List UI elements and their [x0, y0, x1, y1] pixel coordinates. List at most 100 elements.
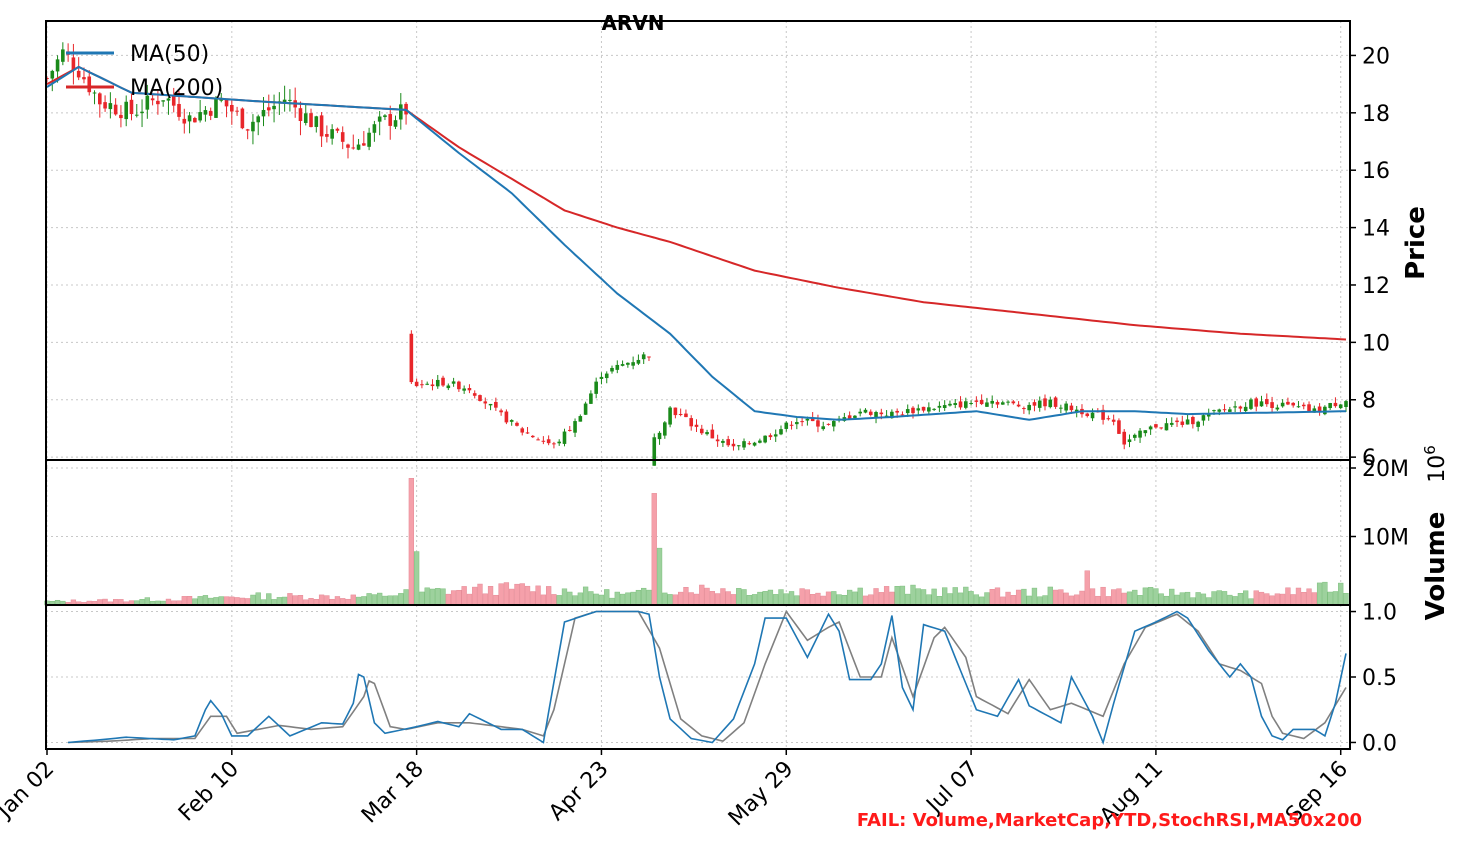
candle-body [874, 412, 878, 418]
candle-body [314, 116, 319, 127]
volume-bar [751, 594, 758, 606]
volume-bar [1184, 591, 1191, 606]
candle-body [1175, 420, 1179, 423]
volume-bar [181, 596, 187, 606]
volume-bar [746, 595, 752, 606]
candle-body [451, 381, 456, 384]
candle-body [657, 432, 662, 440]
volume-bar [440, 588, 446, 606]
price-tick-label: 14 [1362, 217, 1390, 242]
volume-bar [371, 594, 378, 606]
volume-bar [720, 588, 726, 606]
candle-body [800, 421, 804, 423]
volume-bar [672, 594, 679, 606]
candle-body [853, 415, 857, 418]
candle-body [509, 420, 514, 422]
candle-body [958, 401, 963, 408]
candle-body [1148, 426, 1153, 430]
candle-body [546, 439, 551, 444]
volume-bar [762, 591, 768, 606]
candle-body [805, 418, 810, 421]
price-tick-label: 20 [1362, 44, 1390, 69]
candle-body [1249, 399, 1253, 409]
volume-bar [1079, 590, 1085, 606]
candle-body [1296, 406, 1301, 408]
ma50-line [46, 65, 1347, 421]
volume-bar [202, 595, 209, 606]
candle-body [847, 415, 852, 419]
volume-bar [947, 593, 953, 606]
candle-body [1233, 406, 1237, 408]
candle-body [420, 384, 424, 386]
candle-body [166, 98, 171, 101]
volume-bar [429, 588, 436, 606]
candle-body [483, 401, 488, 404]
candle-body [1191, 416, 1195, 425]
volume-bar [1084, 570, 1090, 606]
candle-body [330, 129, 334, 139]
volume-bar [324, 595, 330, 606]
volume-bar [1137, 595, 1143, 606]
volume-bar [419, 591, 425, 606]
candle-body [726, 439, 730, 446]
candle-body [446, 385, 451, 389]
candle-body [979, 399, 984, 405]
volume-bar [788, 591, 795, 606]
candle-body [208, 110, 213, 116]
candle-body [831, 421, 836, 427]
date-tick-label: Jan 02 [0, 757, 59, 825]
candle-body [156, 100, 160, 105]
volume-bar [577, 592, 583, 606]
candle-body [1323, 406, 1327, 415]
volume-grid [46, 460, 1350, 605]
candle-body [467, 387, 472, 391]
candle-body [699, 428, 704, 434]
stochrsi-tick-label: 0.0 [1362, 731, 1397, 756]
candle-body [884, 415, 889, 417]
chart-title: ARVN [601, 11, 664, 35]
volume-bar [841, 594, 848, 606]
candle-body [779, 429, 783, 435]
volume-bar [783, 593, 789, 606]
volume-bar [1169, 588, 1175, 606]
volume-panel: 10M 20M Volume 106 [44, 445, 1451, 620]
candle-body [673, 407, 678, 416]
candle-body [383, 115, 387, 118]
candle-body [266, 107, 271, 111]
candle-body [87, 76, 92, 93]
candle-body [1037, 400, 1042, 408]
volume-bar [572, 595, 578, 606]
volume-bar [1052, 589, 1059, 606]
volume-bar [862, 595, 869, 606]
volume-bar [334, 596, 341, 606]
volume-bar [915, 588, 921, 606]
volume-bar [1010, 595, 1016, 606]
volume-bar [1021, 588, 1027, 606]
candle-body [462, 388, 466, 391]
volume-bar [287, 593, 293, 606]
candle-body [409, 333, 414, 383]
candle-body [288, 99, 292, 101]
candle-body [689, 418, 694, 427]
candle-body [731, 443, 736, 447]
volume-bar [910, 584, 916, 606]
volume-bar [229, 596, 235, 606]
volume-bar [223, 596, 230, 606]
volume-bar [1206, 597, 1212, 606]
candle-body [177, 103, 181, 117]
candle-body [604, 373, 609, 379]
volume-bar [614, 591, 620, 606]
candle-body [282, 99, 287, 104]
volume-bar [1068, 595, 1075, 606]
candle-body [388, 114, 393, 126]
volume-bar [678, 591, 684, 606]
volume-bar [1037, 596, 1043, 606]
volume-bar [239, 597, 246, 606]
candle-body [747, 443, 752, 445]
volume-bar [767, 589, 774, 606]
candle-body [346, 144, 350, 148]
volume-bar [450, 590, 457, 606]
volume-bar [297, 595, 304, 606]
candle-body [103, 102, 107, 109]
